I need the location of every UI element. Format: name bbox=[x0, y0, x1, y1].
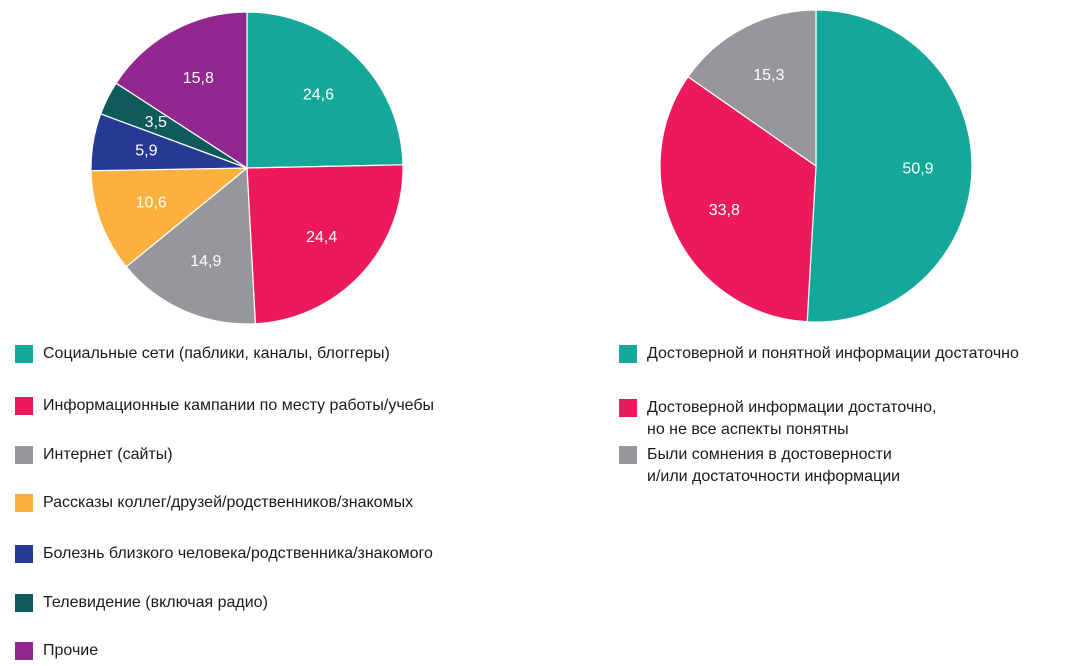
legend-item: Интернет (сайты) bbox=[15, 444, 173, 466]
legend-item: Прочие bbox=[15, 640, 98, 662]
pie-slice bbox=[246, 164, 404, 325]
legend-label: Достоверной и понятной информации достат… bbox=[647, 345, 1019, 362]
legend-label: Были сомнения в достоверности и/или дост… bbox=[647, 446, 901, 485]
legend-item: Рассказы коллег/друзей/родственников/зна… bbox=[15, 492, 413, 514]
pie-slice bbox=[659, 75, 817, 323]
pie-slice bbox=[125, 166, 256, 325]
pie-slice bbox=[115, 11, 248, 170]
legend-swatch bbox=[15, 345, 33, 363]
slice-value-label: 15,3 bbox=[753, 67, 784, 84]
pie-chart-sources: 24,6 24,4 14,9 10,6 5,9 3,5 15,8 bbox=[90, 11, 404, 325]
pie-chart-sufficiency: 50,9 33,8 15,3 bbox=[659, 9, 973, 323]
legend-sources: Социальные сети (паблики, каналы, блогге… bbox=[15, 343, 535, 663]
legend-item: Информационные кампании по месту работы/… bbox=[15, 395, 434, 417]
pie-slice bbox=[90, 167, 249, 268]
slice-value-label: 3,5 bbox=[145, 114, 167, 131]
legend-label: Интернет (сайты) bbox=[43, 446, 173, 463]
legend-swatch bbox=[15, 594, 33, 612]
slice-value-label: 24,4 bbox=[306, 229, 337, 246]
pie-slice bbox=[806, 9, 973, 323]
slice-value-label: 10,6 bbox=[136, 195, 167, 212]
slice-value-label: 5,9 bbox=[135, 142, 157, 159]
legend-label: Информационные кампании по месту работы/… bbox=[43, 397, 435, 414]
legend-label: Прочие bbox=[43, 642, 99, 659]
legend-swatch bbox=[619, 399, 637, 417]
pie-slice bbox=[246, 11, 404, 169]
legend-swatch bbox=[619, 446, 637, 464]
legend-label: Социальные сети (паблики, каналы, блогге… bbox=[43, 345, 390, 362]
legend-item: Достоверной и понятной информации достат… bbox=[619, 343, 1019, 365]
pie-slice bbox=[687, 9, 817, 168]
slice-value-label: 24,6 bbox=[303, 87, 334, 104]
legend-swatch bbox=[15, 446, 33, 464]
legend-item: Достоверной информации достаточно, но не… bbox=[619, 397, 936, 441]
legend-swatch bbox=[15, 397, 33, 415]
slice-value-label: 50,9 bbox=[902, 160, 933, 177]
legend-swatch bbox=[15, 545, 33, 563]
slice-value-label: 15,8 bbox=[183, 70, 214, 87]
legend-sufficiency: Достоверной и понятной информации достат… bbox=[619, 343, 1079, 493]
legend-label: Болезнь близкого человека/родственника/з… bbox=[43, 545, 433, 562]
legend-item: Были сомнения в достоверности и/или дост… bbox=[619, 444, 900, 488]
slice-value-label: 33,8 bbox=[709, 202, 740, 219]
legend-item: Социальные сети (паблики, каналы, блогге… bbox=[15, 343, 390, 365]
legend-label: Рассказы коллег/друзей/родственников/зна… bbox=[43, 494, 414, 511]
legend-swatch bbox=[15, 642, 33, 660]
legend-swatch bbox=[15, 494, 33, 512]
slice-value-label: 14,9 bbox=[190, 253, 221, 270]
legend-item: Болезнь близкого человека/родственника/з… bbox=[15, 543, 433, 565]
legend-swatch bbox=[619, 345, 637, 363]
legend-label: Телевидение (включая радио) bbox=[43, 594, 268, 611]
legend-item: Телевидение (включая радио) bbox=[15, 592, 268, 614]
legend-label: Достоверной информации достаточно, но не… bbox=[647, 399, 937, 438]
